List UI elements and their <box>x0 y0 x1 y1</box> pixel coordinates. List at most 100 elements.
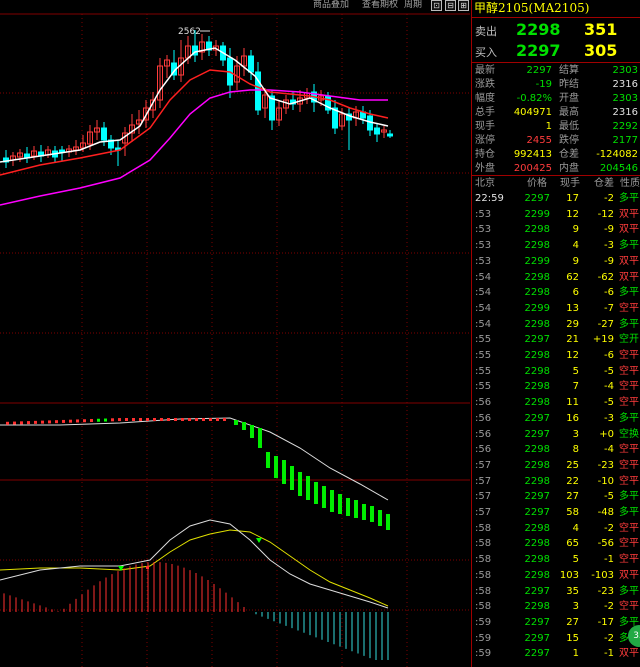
candle-body <box>143 107 149 121</box>
ticks-col-oi-change: 仓差 <box>594 178 614 189</box>
tick-row[interactable]: :55 2298 12 -6 空平 <box>472 348 640 363</box>
tick-time: :59 <box>475 616 492 628</box>
tick-row[interactable]: :57 2297 27 -5 多平 <box>472 489 640 504</box>
tick-volume: 8 <box>572 444 579 456</box>
tick-row[interactable]: :56 2297 16 -3 多平 <box>472 411 640 426</box>
tick-row[interactable]: :53 2299 12 -12 双平 <box>472 207 640 222</box>
tick-row[interactable]: :53 2298 4 -3 多平 <box>472 238 640 253</box>
tick-volume: 21 <box>566 334 579 346</box>
tick-row[interactable]: :58 2298 5 -1 空平 <box>472 552 640 567</box>
quote-value: 1 <box>545 121 552 132</box>
tick-row[interactable]: :58 2298 65 -56 空平 <box>472 536 640 551</box>
tick-time: :54 <box>475 287 492 299</box>
tick-volume: 4 <box>572 240 579 252</box>
quote-label: 外盘 <box>475 163 495 174</box>
tick-row[interactable]: :53 2299 9 -9 双平 <box>472 254 640 269</box>
tick-row[interactable]: :56 2298 11 -5 空平 <box>472 395 640 410</box>
quote-value: 2316 <box>612 79 638 90</box>
tick-price: 2298 <box>524 397 550 409</box>
tick-row[interactable]: :58 2297 35 -23 多平 <box>472 584 640 599</box>
tick-row[interactable]: :54 2298 6 -6 多平 <box>472 285 640 300</box>
tick-row[interactable]: :58 2298 103 -103 双平 <box>472 568 640 583</box>
tick-row[interactable]: :55 2297 21 +19 空开 <box>472 332 640 347</box>
options-link[interactable]: 查看期权 <box>362 0 399 10</box>
ma-line-1 <box>0 47 389 163</box>
tick-nature: 多平 <box>619 287 639 299</box>
tick-oi-change: -27 <box>597 318 614 330</box>
tick-oi-change: +19 <box>592 334 614 346</box>
tick-price: 2298 <box>524 554 550 566</box>
tick-oi-change: -3 <box>604 240 614 252</box>
window-btn-3-icon[interactable]: ⊞ <box>458 0 469 11</box>
tick-price: 2297 <box>524 632 550 644</box>
kline-chart[interactable]: 2562 <box>0 0 470 667</box>
tick-oi-change: -4 <box>604 381 614 393</box>
tick-row[interactable]: :59 2297 1 -1 双平 <box>472 646 640 661</box>
tick-time: :57 <box>475 491 492 503</box>
tick-row[interactable]: 22:59 2297 17 -2 多平 <box>472 191 640 206</box>
contract-title-bar: 甲醇2105(MA2105) <box>472 0 640 18</box>
macd-dea-line <box>0 529 389 607</box>
indicator-dot <box>125 418 128 421</box>
candle-body <box>255 71 261 111</box>
contract-title: 甲醇2105(MA2105) <box>474 1 590 15</box>
tick-row[interactable]: :59 2297 27 -17 多平 <box>472 615 640 630</box>
tick-nature: 多平 <box>619 616 639 628</box>
tick-row[interactable]: :57 2297 58 -48 多平 <box>472 505 640 520</box>
tick-price: 2298 <box>524 240 550 252</box>
tick-volume: 12 <box>566 208 579 220</box>
tick-price: 2298 <box>524 459 550 471</box>
tick-volume: 6 <box>572 287 579 299</box>
tick-oi-change: -1 <box>604 648 614 660</box>
tick-row[interactable]: :53 2298 9 -9 双平 <box>472 222 640 237</box>
indicator-dot <box>118 418 121 422</box>
bid-row[interactable]: 买入 2297 305 <box>472 41 640 62</box>
tick-row[interactable]: :54 2298 29 -27 多平 <box>472 317 640 332</box>
tick-nature: 双平 <box>619 271 639 283</box>
tick-row[interactable]: :55 2298 7 -4 空平 <box>472 379 640 394</box>
tick-volume: 9 <box>572 255 579 267</box>
tick-oi-change: -5 <box>604 491 614 503</box>
period-link[interactable]: 周期 <box>404 0 423 10</box>
tick-row[interactable]: :55 2298 5 -5 空平 <box>472 364 640 379</box>
candle-body <box>150 99 156 111</box>
quote-label: 现手 <box>475 121 495 132</box>
overlay-link[interactable]: 商品叠加 <box>313 0 350 10</box>
tick-nature: 空平 <box>619 601 639 613</box>
tick-time: :59 <box>475 648 492 660</box>
tick-row[interactable]: :56 2297 3 +0 空换 <box>472 427 640 442</box>
quote-value: 204546 <box>599 163 638 174</box>
tick-row[interactable]: :58 2298 3 -2 空平 <box>472 599 640 614</box>
quote-value: -0.82% <box>516 93 552 104</box>
tick-price: 2298 <box>524 601 550 613</box>
tick-oi-change: -2 <box>604 522 614 534</box>
tick-row[interactable]: :58 2298 4 -2 空平 <box>472 521 640 536</box>
tick-nature: 多平 <box>619 412 639 424</box>
tick-price: 2298 <box>524 271 550 283</box>
tick-row[interactable]: :57 2298 22 -10 空平 <box>472 474 640 489</box>
ask-row[interactable]: 卖出 2298 351 <box>472 20 640 41</box>
indicator-dot <box>13 421 16 425</box>
tick-volume: 13 <box>566 302 579 314</box>
tick-row[interactable]: :54 2298 62 -62 双平 <box>472 270 640 285</box>
window-btn-1-icon[interactable]: ⊡ <box>431 0 442 11</box>
quote-label: 内盘 <box>559 163 579 174</box>
tick-price: 2297 <box>524 193 550 204</box>
tick-row[interactable]: :57 2298 25 -23 空平 <box>472 458 640 473</box>
indicator-bar <box>386 514 390 530</box>
quote-label: 最低 <box>559 121 579 132</box>
tick-oi-change: -2 <box>604 632 614 644</box>
chart-area[interactable]: 商品叠加 查看期权 周期 ⊡ ⊟ ⊞ 2562 <box>0 0 470 667</box>
tick-price: 2299 <box>524 208 550 220</box>
quote-value: 2455 <box>526 135 552 146</box>
macd-cross-marker <box>146 566 149 569</box>
quote-row: 外盘 200425 内盘 204546 <box>472 161 640 176</box>
tick-time: :57 <box>475 459 492 471</box>
tick-row[interactable]: :54 2299 13 -7 空平 <box>472 301 640 316</box>
notification-badge[interactable]: 35 <box>628 625 640 647</box>
tick-row[interactable]: :56 2298 8 -4 空平 <box>472 442 640 457</box>
window-btn-2-icon[interactable]: ⊟ <box>445 0 456 11</box>
tick-time: :55 <box>475 350 492 361</box>
indicator-bar <box>330 490 334 512</box>
